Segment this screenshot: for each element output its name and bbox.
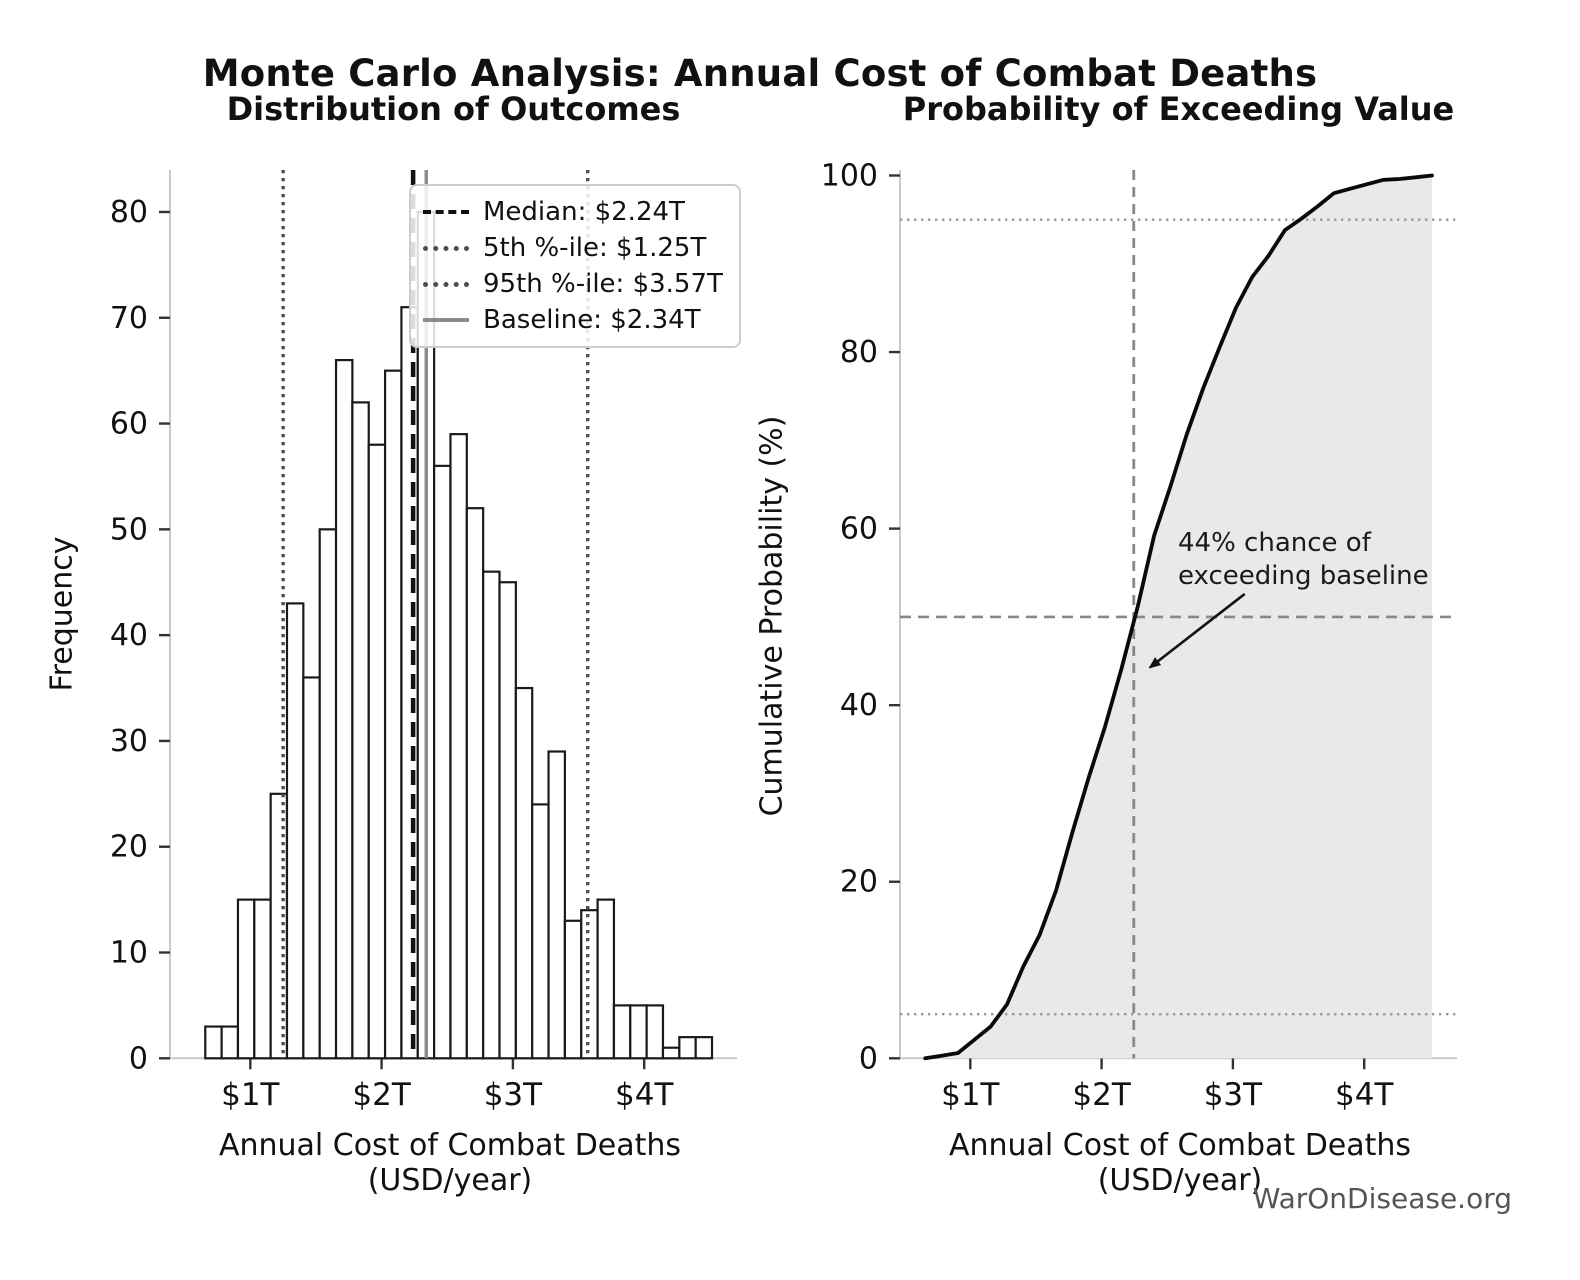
legend-label-95th-percentile: 95th %-ile: $3.57T — [483, 269, 723, 299]
left-x-axis-label: Annual Cost of Combat Deaths (USD/year) — [218, 1128, 682, 1198]
legend-label-median: Median: $2.24T — [483, 197, 685, 227]
histogram-y-tick-label: 70 — [110, 301, 148, 336]
annotation-line-1: 44% chance of — [1178, 528, 1371, 558]
histogram-bar — [351, 401, 370, 1060]
cdf-y-tick-label: 60 — [840, 512, 878, 547]
main-title: Monte Carlo Analysis: Annual Cost of Com… — [202, 52, 1318, 95]
legend-row-95th-percentile: 95th %-ile: $3.57T — [423, 266, 723, 302]
histogram-bar — [302, 676, 321, 1060]
histogram-bar — [449, 433, 468, 1060]
histogram-y-tick-label: 60 — [110, 407, 148, 442]
histogram-x-tick-label: $1T — [221, 1077, 280, 1113]
histogram-bar — [253, 898, 272, 1060]
histogram-bar — [236, 898, 256, 1060]
histogram-y-tick-label: 30 — [110, 724, 148, 759]
histogram-bar — [482, 570, 501, 1060]
annotation-arrow — [1148, 592, 1246, 669]
histogram-bar — [318, 528, 338, 1060]
watermark: WarOnDisease.org — [1252, 1182, 1512, 1215]
cdf-y-tick-label: 80 — [840, 335, 878, 370]
histogram-bar — [629, 1004, 648, 1060]
histogram-y-tick-label: 80 — [110, 195, 148, 230]
5th-percentile-line-sample — [423, 245, 469, 251]
median-line-sample — [423, 210, 469, 214]
histogram-y-tick-label: 0 — [129, 1041, 148, 1076]
histogram-x-tick-label: $2T — [352, 1077, 411, 1113]
legend-row-median: Median: $2.24T — [423, 194, 723, 230]
histogram-bar — [465, 507, 485, 1060]
cdf-x-tick-label: $1T — [941, 1077, 1000, 1113]
histogram-bar — [514, 686, 534, 1060]
histogram-bar — [383, 369, 403, 1060]
histogram-bar — [367, 443, 387, 1060]
left-chart-title: Distribution of Outcomes — [226, 90, 681, 128]
histogram-bar — [334, 358, 354, 1060]
exceedance-annotation: 44% chance of exceeding baseline — [1178, 527, 1429, 593]
histogram-y-tick-label: 40 — [110, 618, 148, 653]
cdf-y-tick-label: 40 — [840, 688, 878, 723]
cdf-y-tick-label: 100 — [821, 159, 878, 194]
histogram-bar — [661, 1046, 681, 1060]
histogram-bar — [596, 898, 616, 1060]
cdf-x-tick-label: $3T — [1204, 1077, 1263, 1113]
right-chart-title: Probability of Exceeding Value — [902, 90, 1455, 128]
histogram-bar — [547, 750, 566, 1060]
right-x-axis-label: Annual Cost of Combat Deaths (USD/year) — [948, 1128, 1412, 1198]
histogram-bar — [498, 581, 517, 1060]
annotation-line-2: exceeding baseline — [1178, 561, 1429, 592]
cdf-x-tick-label: $2T — [1072, 1077, 1131, 1113]
cdf-curve — [923, 173, 1434, 1061]
cdf-y-tick-label: 20 — [840, 865, 878, 900]
cdf-x-tick-label: $4T — [1335, 1077, 1394, 1113]
legend-row-5th-percentile: 5th %-ile: $1.25T — [423, 230, 723, 266]
legend-row-baseline: Baseline: $2.34T — [423, 302, 723, 338]
histogram-bar — [220, 1025, 240, 1060]
histogram-bar — [612, 1004, 632, 1060]
histogram-bar — [433, 464, 452, 1060]
cdf-y-tick-label: 0 — [859, 1041, 878, 1076]
histogram-bar — [645, 1004, 665, 1060]
95th-percentile-line-sample — [423, 281, 469, 287]
histogram-bar — [563, 919, 583, 1060]
legend-label-baseline: Baseline: $2.34T — [483, 305, 701, 335]
histogram-y-tick-label: 10 — [110, 936, 148, 971]
histogram-y-tick-label: 50 — [110, 512, 148, 547]
legend: Median: $2.24T 5th %-ile: $1.25T 95th %-… — [409, 184, 741, 348]
histogram-x-tick-label: $3T — [484, 1077, 543, 1113]
legend-label-5th-percentile: 5th %-ile: $1.25T — [483, 233, 707, 263]
histogram-bar — [204, 1025, 223, 1060]
histogram-bar — [678, 1036, 697, 1060]
baseline-line-sample — [423, 318, 469, 322]
histogram-y-tick-label: 20 — [110, 830, 148, 865]
histogram-bar — [285, 602, 305, 1060]
histogram-bar — [694, 1036, 714, 1060]
histogram-bar — [531, 803, 550, 1060]
histogram-x-tick-label: $4T — [615, 1077, 674, 1113]
